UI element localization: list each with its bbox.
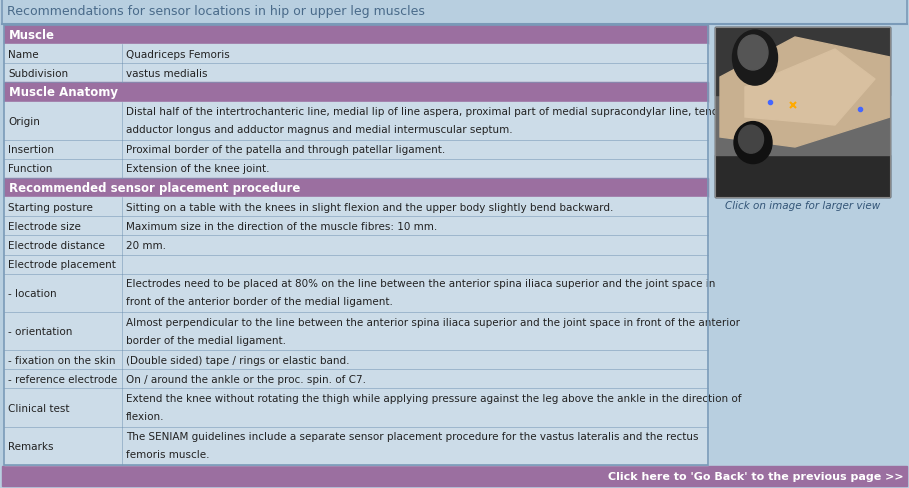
Text: flexion.: flexion. [126,411,165,421]
Text: (Double sided) tape / rings or elastic band.: (Double sided) tape / rings or elastic b… [126,355,349,365]
Text: Maximum size in the direction of the muscle fibres: 10 mm.: Maximum size in the direction of the mus… [126,222,437,231]
Text: 20 mm.: 20 mm. [126,241,166,250]
Text: Subdivision: Subdivision [8,69,68,79]
Text: Recommended sensor placement procedure: Recommended sensor placement procedure [9,182,300,195]
Text: vastus medialis: vastus medialis [126,69,207,79]
Ellipse shape [738,36,768,71]
Text: Electrode distance: Electrode distance [8,241,105,250]
Bar [4,198,708,217]
Text: Quadriceps Femoris: Quadriceps Femoris [126,50,230,60]
Bar [4,102,708,141]
Bar [4,179,708,198]
Ellipse shape [733,31,777,86]
Polygon shape [720,38,890,148]
Text: Muscle: Muscle [9,29,55,42]
Text: Electrodes need to be placed at 80% on the line between the anterior spina iliac: Electrodes need to be placed at 80% on t… [126,279,715,289]
Text: Remarks: Remarks [8,441,54,451]
Text: On / around the ankle or the proc. spin. of C7.: On / around the ankle or the proc. spin.… [126,374,366,384]
Bar [715,28,890,96]
Text: Extension of the knee joint.: Extension of the knee joint. [126,164,269,174]
Text: Origin: Origin [8,117,40,126]
Text: Distal half of the intertrochanteric line, medial lip of line aspera, proximal p: Distal half of the intertrochanteric lin… [126,107,750,117]
Bar [4,427,708,465]
Text: - orientation: - orientation [8,326,73,336]
Bar [4,141,708,160]
Text: femoris muscle.: femoris muscle. [126,449,209,459]
Ellipse shape [738,126,764,154]
Ellipse shape [734,122,772,164]
Bar [4,255,708,274]
Text: Click here to 'Go Back' to the previous page >>: Click here to 'Go Back' to the previous … [608,471,904,481]
Bar [4,83,708,102]
Bar [4,26,708,465]
Text: Electrode placement: Electrode placement [8,260,115,269]
Text: Muscle Anatomy: Muscle Anatomy [9,86,118,99]
Text: - location: - location [8,288,56,298]
Text: Click on image for larger view: Click on image for larger view [724,201,880,210]
Bar [4,160,708,179]
Text: Extend the knee without rotating the thigh while applying pressure against the l: Extend the knee without rotating the thi… [126,393,742,403]
Text: The SENIAM guidelines include a separate sensor placement procedure for the vast: The SENIAM guidelines include a separate… [126,431,698,442]
Bar [2,466,907,486]
Bar [715,96,890,155]
Bar [4,369,708,388]
Text: - fixation on the skin: - fixation on the skin [8,355,115,365]
Bar [715,28,890,198]
Bar [715,28,890,198]
Bar [2,0,907,25]
Text: Insertion: Insertion [8,145,54,155]
Bar [4,274,708,312]
Bar [4,64,708,83]
Bar [4,312,708,350]
Text: Electrode size: Electrode size [8,222,81,231]
Bar [715,155,890,198]
Text: Clinical test: Clinical test [8,403,69,413]
Text: Almost perpendicular to the line between the anterior spina iliaca superior and : Almost perpendicular to the line between… [126,317,740,327]
Bar [4,236,708,255]
Bar [4,26,708,45]
Bar [4,217,708,236]
Text: Recommendations for sensor locations in hip or upper leg muscles: Recommendations for sensor locations in … [7,5,425,19]
Text: Function: Function [8,164,53,174]
Bar [4,388,708,427]
Bar [4,45,708,64]
Text: border of the medial ligament.: border of the medial ligament. [126,335,286,345]
Text: front of the anterior border of the medial ligament.: front of the anterior border of the medi… [126,297,393,306]
Polygon shape [745,50,875,126]
Text: Sitting on a table with the knees in slight flexion and the upper body slightly : Sitting on a table with the knees in sli… [126,203,614,212]
Text: Proximal border of the patella and through patellar ligament.: Proximal border of the patella and throu… [126,145,445,155]
Text: Name: Name [8,50,38,60]
Text: adductor longus and adductor magnus and medial intermuscular septum.: adductor longus and adductor magnus and … [126,125,513,135]
Text: Starting posture: Starting posture [8,203,93,212]
Text: - reference electrode: - reference electrode [8,374,117,384]
Bar [4,350,708,369]
